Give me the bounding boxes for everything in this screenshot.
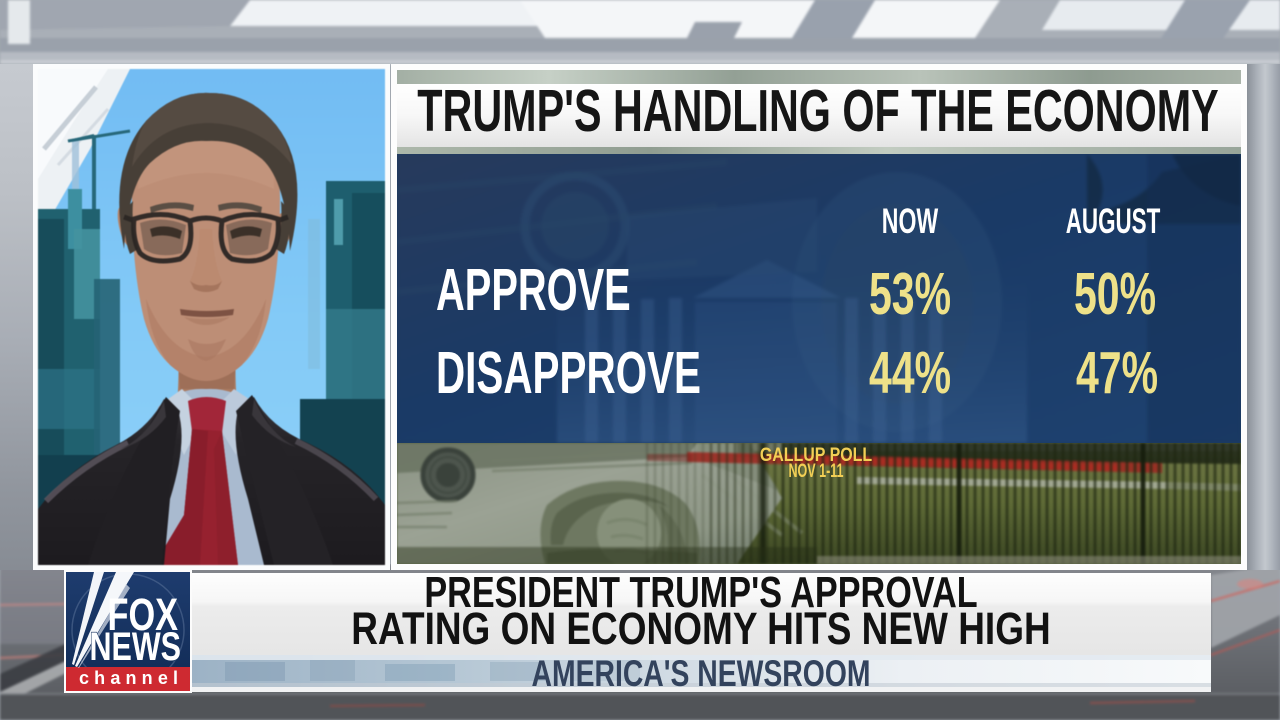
svg-text:channel: channel bbox=[79, 668, 178, 688]
svg-text:FOX: FOX bbox=[108, 589, 179, 640]
svg-text:NEWS: NEWS bbox=[90, 625, 182, 669]
